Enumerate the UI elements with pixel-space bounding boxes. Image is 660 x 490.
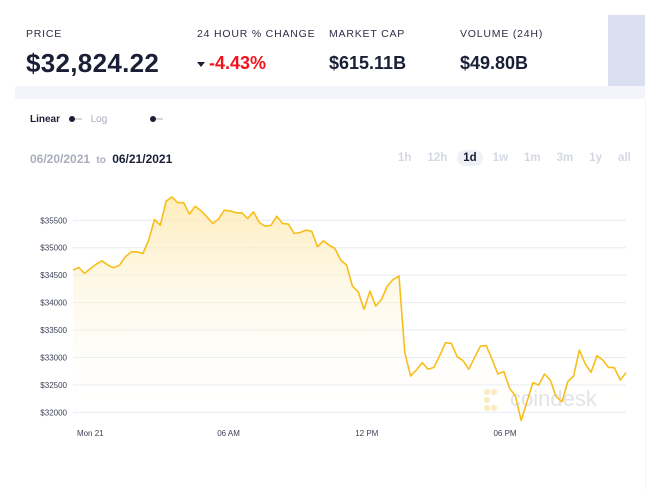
log-option[interactable]: Log bbox=[90, 114, 108, 125]
range-1d[interactable]: 1d bbox=[457, 150, 483, 166]
date-to-word: to bbox=[96, 155, 106, 166]
range-12h[interactable]: 12h bbox=[427, 152, 448, 164]
date-to[interactable]: 06/21/2021 bbox=[112, 152, 173, 166]
price-line bbox=[72, 196, 627, 422]
price-area bbox=[73, 196, 626, 421]
linear-option[interactable]: Linear bbox=[30, 114, 61, 125]
range-1h[interactable]: 1h bbox=[398, 152, 412, 164]
date-range: 06/20/2021 to 06/21/2021 bbox=[30, 152, 172, 166]
change-label: 24 HOUR % CHANGE bbox=[197, 28, 316, 40]
x-tick-label: 12 PM bbox=[355, 429, 378, 438]
change-value: -4.43% bbox=[209, 53, 267, 73]
price-label: PRICE bbox=[26, 28, 63, 40]
volume-value: $49.80B bbox=[460, 53, 529, 73]
range-1m[interactable]: 1m bbox=[524, 152, 541, 164]
market-cap-stat: MARKET CAP $615.11B bbox=[329, 28, 406, 74]
date-from[interactable]: 06/20/2021 bbox=[30, 152, 91, 166]
divider bbox=[645, 99, 646, 490]
range-all[interactable]: all bbox=[618, 152, 631, 164]
caret-down-icon bbox=[197, 61, 205, 67]
side-panel bbox=[608, 15, 645, 86]
range-selector: 1h 12h 1d 1w 1m 3m 1y all bbox=[392, 150, 641, 166]
y-tick-label: $34500 bbox=[40, 271, 67, 280]
x-tick-label: Mon 21 bbox=[77, 429, 104, 438]
y-tick-label: $32000 bbox=[40, 408, 67, 417]
price-stat: PRICE $32,824.22 bbox=[26, 28, 159, 79]
y-tick-label: $33500 bbox=[40, 326, 67, 335]
y-tick-label: $35500 bbox=[40, 216, 67, 225]
range-3m[interactable]: 3m bbox=[556, 152, 574, 164]
scale-switch[interactable] bbox=[68, 116, 82, 123]
x-tick-label: 06 PM bbox=[493, 429, 516, 438]
secondary-toggle[interactable] bbox=[150, 114, 163, 125]
volume-label: VOLUME (24H) bbox=[460, 28, 544, 40]
market-cap-value: $615.11B bbox=[329, 53, 407, 73]
price-value: $32,824.22 bbox=[26, 48, 160, 78]
range-1y[interactable]: 1y bbox=[589, 152, 603, 164]
scale-toggle[interactable]: Linear Log bbox=[30, 114, 107, 125]
market-cap-label: MARKET CAP bbox=[329, 28, 406, 40]
y-tick-label: $34000 bbox=[40, 299, 67, 308]
y-tick-label: $33000 bbox=[40, 353, 67, 362]
toggle-switch[interactable] bbox=[150, 116, 163, 123]
volume-stat: VOLUME (24H) $49.80B bbox=[460, 28, 543, 74]
x-tick-label: 06 AM bbox=[217, 429, 240, 438]
divider-band bbox=[15, 86, 645, 99]
y-tick-label: $32500 bbox=[40, 381, 67, 390]
change-stat: 24 HOUR % CHANGE -4.43% bbox=[197, 28, 315, 74]
y-tick-label: $35000 bbox=[40, 244, 67, 253]
range-1w[interactable]: 1w bbox=[492, 152, 509, 164]
